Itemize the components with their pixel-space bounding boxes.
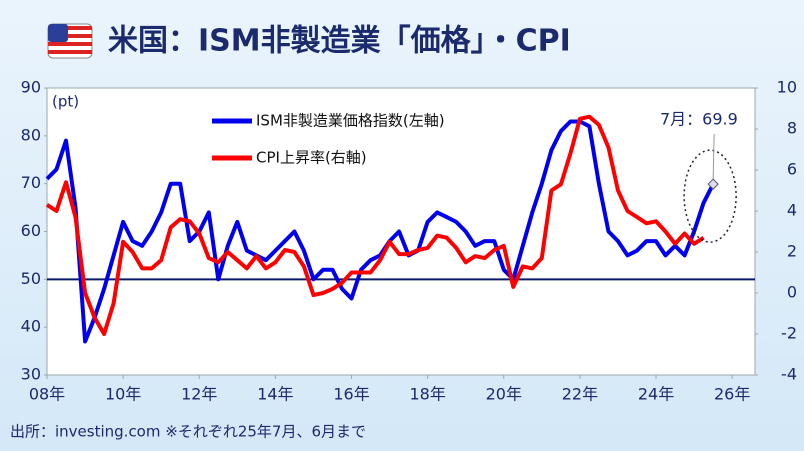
y-tick-label: 70 <box>21 173 41 192</box>
annotation-pointer <box>712 133 715 180</box>
x-tick-label: 20年 <box>486 385 522 404</box>
y-tick-label: 90 <box>21 78 41 97</box>
y2-tick-label: 2 <box>787 242 797 261</box>
end-marker <box>707 178 719 190</box>
source-note: 出所：investing.com ※それぞれ25年7月、6月まで <box>10 423 366 441</box>
y-tick-label: 50 <box>21 269 41 288</box>
legend-label: ISM非製造業価格指数(左軸) <box>256 112 445 130</box>
legend-label: CPI上昇率(右軸) <box>256 149 367 167</box>
y2-tick-label: 0 <box>787 283 797 302</box>
y2-tick-label: -2 <box>781 324 797 343</box>
x-tick-label: 16年 <box>333 385 369 404</box>
y2-tick-label: 10 <box>777 78 797 97</box>
highlight-ellipse <box>683 149 737 243</box>
x-tick-label: 26年 <box>714 385 750 404</box>
y-tick-label: 40 <box>21 317 41 336</box>
x-tick-label: 10年 <box>105 385 141 404</box>
flag <box>47 23 93 59</box>
series-line <box>45 114 705 336</box>
y-tick-label: 30 <box>21 365 41 384</box>
y2-tick-label: -4 <box>781 365 797 384</box>
y-tick-label: 60 <box>21 221 41 240</box>
x-tick-label: 12年 <box>181 385 217 404</box>
x-tick-label: 18年 <box>409 385 445 404</box>
x-tick-label: 14年 <box>257 385 293 404</box>
y2-tick-label: 4 <box>787 201 797 220</box>
y-tick-label: 80 <box>21 125 41 144</box>
x-tick-label: 08年 <box>29 385 65 404</box>
x-tick-label: 22年 <box>562 385 598 404</box>
y-unit-label: (pt) <box>52 93 79 111</box>
x-tick-label: 24年 <box>638 385 674 404</box>
series-line <box>45 119 715 344</box>
annotation: 7月：69.9 <box>660 110 738 129</box>
y2-tick-label: 8 <box>787 119 797 138</box>
chart-title: 米国：ISM非製造業「価格」・CPI <box>108 24 571 59</box>
y2-tick-label: 6 <box>787 160 797 179</box>
